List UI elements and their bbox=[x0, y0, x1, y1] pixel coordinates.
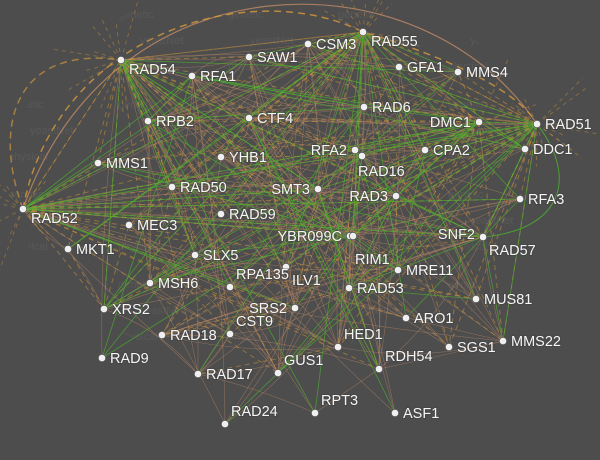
svg-text:RIM1: RIM1 bbox=[355, 252, 390, 268]
svg-text:RAD3: RAD3 bbox=[349, 189, 388, 205]
svg-text:RAD53: RAD53 bbox=[357, 281, 404, 297]
svg-text:RPT3: RPT3 bbox=[321, 393, 358, 409]
svg-text:SGS1: SGS1 bbox=[457, 340, 496, 356]
svg-text:RAD59: RAD59 bbox=[229, 207, 276, 223]
svg-text:RAD57: RAD57 bbox=[489, 243, 536, 259]
svg-text:MUS81: MUS81 bbox=[484, 292, 532, 308]
svg-text:CTF4: CTF4 bbox=[257, 111, 293, 127]
svg-text:HED1: HED1 bbox=[344, 327, 383, 343]
svg-text:YBR099C: YBR099C bbox=[278, 229, 342, 245]
svg-text:RAD18: RAD18 bbox=[170, 328, 217, 344]
svg-text:RAD54: RAD54 bbox=[129, 62, 176, 78]
svg-text:MMS4: MMS4 bbox=[466, 65, 508, 81]
svg-text:RAD52: RAD52 bbox=[31, 211, 78, 227]
svg-text:SAW1: SAW1 bbox=[257, 50, 298, 66]
svg-text:SRS2: SRS2 bbox=[249, 301, 287, 317]
svg-text:ARO1: ARO1 bbox=[414, 311, 454, 327]
svg-text:ILV1: ILV1 bbox=[292, 273, 321, 289]
svg-text:GUS1: GUS1 bbox=[284, 353, 324, 369]
svg-text:MMS1: MMS1 bbox=[106, 156, 148, 172]
svg-text:RFA3: RFA3 bbox=[528, 192, 564, 208]
svg-text:DDC1: DDC1 bbox=[533, 142, 572, 158]
svg-text:CPA2: CPA2 bbox=[433, 143, 470, 159]
svg-text:SLX5: SLX5 bbox=[203, 248, 238, 264]
svg-text:MMS22: MMS22 bbox=[511, 334, 561, 350]
svg-text:XRS2: XRS2 bbox=[112, 302, 150, 318]
svg-text:SNF2: SNF2 bbox=[438, 227, 475, 243]
svg-text:RAD24: RAD24 bbox=[231, 404, 278, 420]
svg-text:SMT3: SMT3 bbox=[271, 182, 310, 198]
svg-text:RAD51: RAD51 bbox=[545, 117, 592, 133]
svg-text:DMC1: DMC1 bbox=[430, 115, 471, 131]
svg-text:RAD9: RAD9 bbox=[110, 351, 149, 367]
svg-text:RAD6: RAD6 bbox=[372, 100, 411, 116]
svg-text:RAD17: RAD17 bbox=[206, 367, 253, 383]
svg-text:RFA2: RFA2 bbox=[311, 143, 347, 159]
svg-text:RFA1: RFA1 bbox=[200, 69, 236, 85]
svg-text:GFA1: GFA1 bbox=[407, 60, 444, 76]
svg-text:RAD50: RAD50 bbox=[180, 180, 227, 196]
svg-text:RDH54: RDH54 bbox=[385, 349, 433, 365]
svg-text:RAD55: RAD55 bbox=[371, 34, 418, 50]
svg-text:MKT1: MKT1 bbox=[76, 242, 115, 258]
svg-text:RAD16: RAD16 bbox=[358, 164, 405, 180]
svg-text:MEC3: MEC3 bbox=[137, 218, 177, 234]
svg-text:YHB1: YHB1 bbox=[229, 150, 267, 166]
svg-text:CSM3: CSM3 bbox=[316, 37, 356, 53]
svg-text:RPA135: RPA135 bbox=[236, 267, 289, 283]
svg-text:MSH6: MSH6 bbox=[158, 276, 198, 292]
svg-text:ASF1: ASF1 bbox=[403, 406, 439, 422]
svg-text:MRE11: MRE11 bbox=[406, 263, 453, 279]
svg-text:RPB2: RPB2 bbox=[156, 114, 194, 130]
